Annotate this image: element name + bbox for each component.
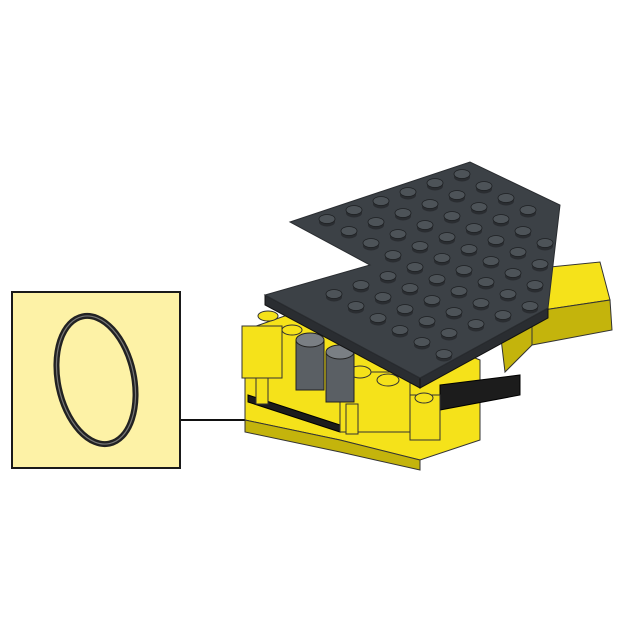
plate-stud — [418, 316, 436, 326]
plate-stud — [391, 325, 409, 335]
plate-stud — [406, 262, 424, 272]
plate-stud — [325, 289, 343, 299]
plate-stud — [487, 235, 505, 245]
plate-stud — [396, 304, 414, 314]
yellow-pin — [255, 377, 269, 405]
plate-stud — [389, 229, 407, 239]
plate-stud — [460, 244, 478, 254]
plate-stud — [455, 265, 473, 275]
dark-gray-wedge-plate — [263, 161, 561, 389]
plate-stud — [318, 214, 336, 224]
plate-stud — [428, 274, 446, 284]
plate-stud — [440, 328, 458, 338]
plate-stud — [367, 217, 385, 227]
plate-stud — [372, 196, 390, 206]
plate-stud — [467, 319, 485, 329]
plate-stud — [379, 271, 397, 281]
stud — [376, 373, 400, 387]
plate-stud — [472, 298, 490, 308]
plate-stud — [536, 238, 554, 248]
yellow-brick-left — [241, 325, 283, 379]
parts-callout-box — [11, 291, 181, 469]
plate-stud — [362, 238, 380, 248]
rubber-band-highlight — [55, 315, 137, 445]
lego-model — [241, 161, 613, 471]
plate-stud — [492, 214, 510, 224]
plate-stud — [494, 310, 512, 320]
plate-stud — [374, 292, 392, 302]
plate-stud — [497, 193, 515, 203]
stud — [414, 392, 434, 404]
plate-stud — [504, 268, 522, 278]
yellow-pin — [345, 403, 359, 435]
plate-stud — [369, 313, 387, 323]
plate-stud — [521, 301, 539, 311]
parts-callout — [11, 291, 181, 469]
plate-stud — [514, 226, 532, 236]
plate-stud — [423, 295, 441, 305]
plate-stud — [531, 259, 549, 269]
stud — [281, 324, 303, 336]
plate-stud — [526, 280, 544, 290]
plate-stud — [416, 220, 434, 230]
plate-stud — [411, 241, 429, 251]
plate-stud — [345, 205, 363, 215]
plate-stud — [509, 247, 527, 257]
plate-stud — [384, 250, 402, 260]
plate-stud — [519, 205, 537, 215]
plate-stud — [477, 277, 495, 287]
plate-stud — [433, 253, 451, 263]
plate-stud — [450, 286, 468, 296]
plate-studs — [318, 169, 554, 362]
plate-stud — [340, 226, 358, 236]
plate-stud — [448, 190, 466, 200]
stud — [257, 310, 279, 322]
plate-stud — [443, 211, 461, 221]
plate-stud — [394, 208, 412, 218]
yellow-base-bottom-edge — [244, 419, 421, 471]
plate-stud — [399, 187, 417, 197]
plate-stud — [475, 181, 493, 191]
gray-bushing-1 — [295, 339, 325, 391]
plate-stud — [401, 283, 419, 293]
plate-stud — [352, 280, 370, 290]
plate-stud — [413, 337, 431, 347]
plate-stud — [438, 232, 456, 242]
plate-stud — [435, 349, 453, 359]
plate-stud — [421, 199, 439, 209]
plate-stud — [347, 301, 365, 311]
plate-stud — [445, 307, 463, 317]
plate-stud — [453, 169, 471, 179]
plate-stud — [465, 223, 483, 233]
plate-stud — [470, 202, 488, 212]
plate-stud — [499, 289, 517, 299]
plate-stud — [482, 256, 500, 266]
gray-bushing-1-top — [295, 332, 325, 348]
plate-stud — [426, 178, 444, 188]
